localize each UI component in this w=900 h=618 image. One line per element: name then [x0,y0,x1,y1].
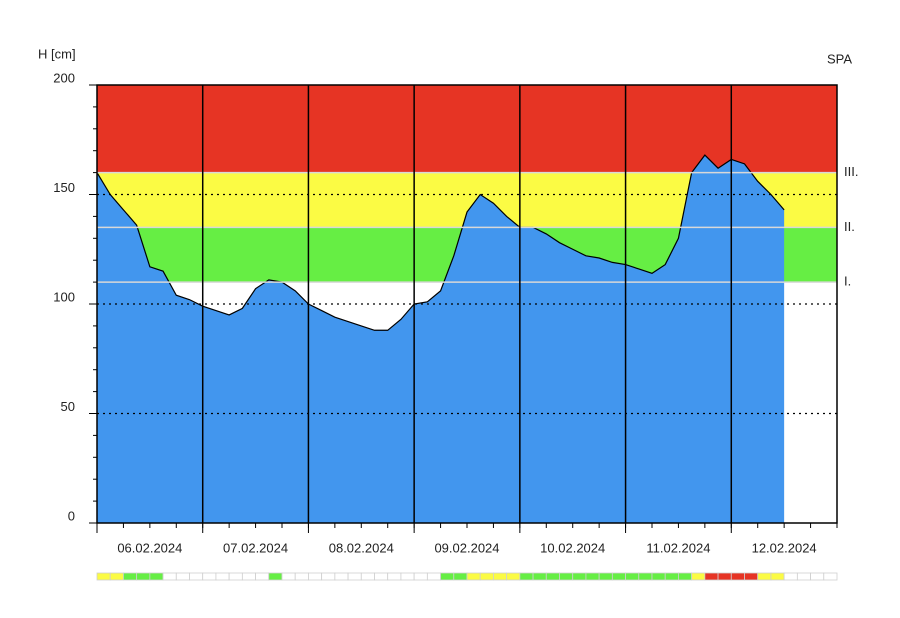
status-cell [162,572,177,581]
status-cell [374,572,389,581]
status-cell [744,572,759,581]
x-tick-label: 07.02.2024 [223,540,288,555]
y-tick-label: 50 [61,399,75,414]
status-cell [757,572,772,581]
x-tick-label: 08.02.2024 [329,540,394,555]
threshold-label: II. [844,219,855,234]
station-label: SPA [827,51,852,66]
x-tick-label: 10.02.2024 [540,540,605,555]
status-cell [479,572,494,581]
status-cell [678,572,693,581]
status-cell [823,572,838,581]
x-tick-label: 06.02.2024 [117,540,182,555]
x-tick-label: 12.02.2024 [752,540,817,555]
status-cell [123,572,138,581]
status-cell [638,572,653,581]
status-cell [109,572,124,581]
status-cell [559,572,574,581]
status-cell [625,572,640,581]
status-cell [783,572,798,581]
status-cell [189,572,204,581]
status-cell [334,572,349,581]
y-tick-label: 100 [53,289,75,304]
y-axis-label: H [cm] [38,46,76,61]
status-cell [770,572,785,581]
status-cell [545,572,560,581]
status-cell [493,572,508,581]
status-cell [730,572,745,581]
status-cell [96,572,111,581]
status-cell [466,572,481,581]
status-cell [691,572,706,581]
status-cell [585,572,600,581]
status-cell [413,572,428,581]
status-cell [796,572,811,581]
status-cell [136,572,151,581]
y-tick-label: 150 [53,180,75,195]
y-tick-label: 0 [68,508,75,523]
status-cell [294,572,309,581]
status-cell [651,572,666,581]
threshold-label: I. [844,274,851,289]
status-cell [519,572,534,581]
threshold-label: III. [844,164,858,179]
plot-frame [96,84,838,524]
x-tick-label: 11.02.2024 [646,540,710,555]
status-cell [228,572,243,581]
status-cell [215,572,230,581]
status-cell [664,572,679,581]
status-cell [268,572,283,581]
status-cell [532,572,547,581]
status-cell [360,572,375,581]
status-cell [400,572,415,581]
status-cell [704,572,719,581]
status-cell [810,572,825,581]
status-cell [149,572,164,581]
y-tick-label: 200 [53,70,75,85]
status-cell [387,572,402,581]
status-cell [598,572,613,581]
status-cell [717,572,732,581]
status-cell [281,572,296,581]
water-level-area [97,155,785,523]
water-level-line [96,154,785,331]
threshold-band [97,85,837,173]
status-cell [202,572,217,581]
status-cell [321,572,336,581]
status-cell [440,572,455,581]
status-cell [611,572,626,581]
status-cell [572,572,587,581]
status-cell [506,572,521,581]
status-cell [347,572,362,581]
status-cell [308,572,323,581]
x-tick-label: 09.02.2024 [434,540,499,555]
status-cell [175,572,190,581]
status-cell [255,572,270,581]
status-cell [426,572,441,581]
status-cell [453,572,468,581]
status-cell [241,572,256,581]
